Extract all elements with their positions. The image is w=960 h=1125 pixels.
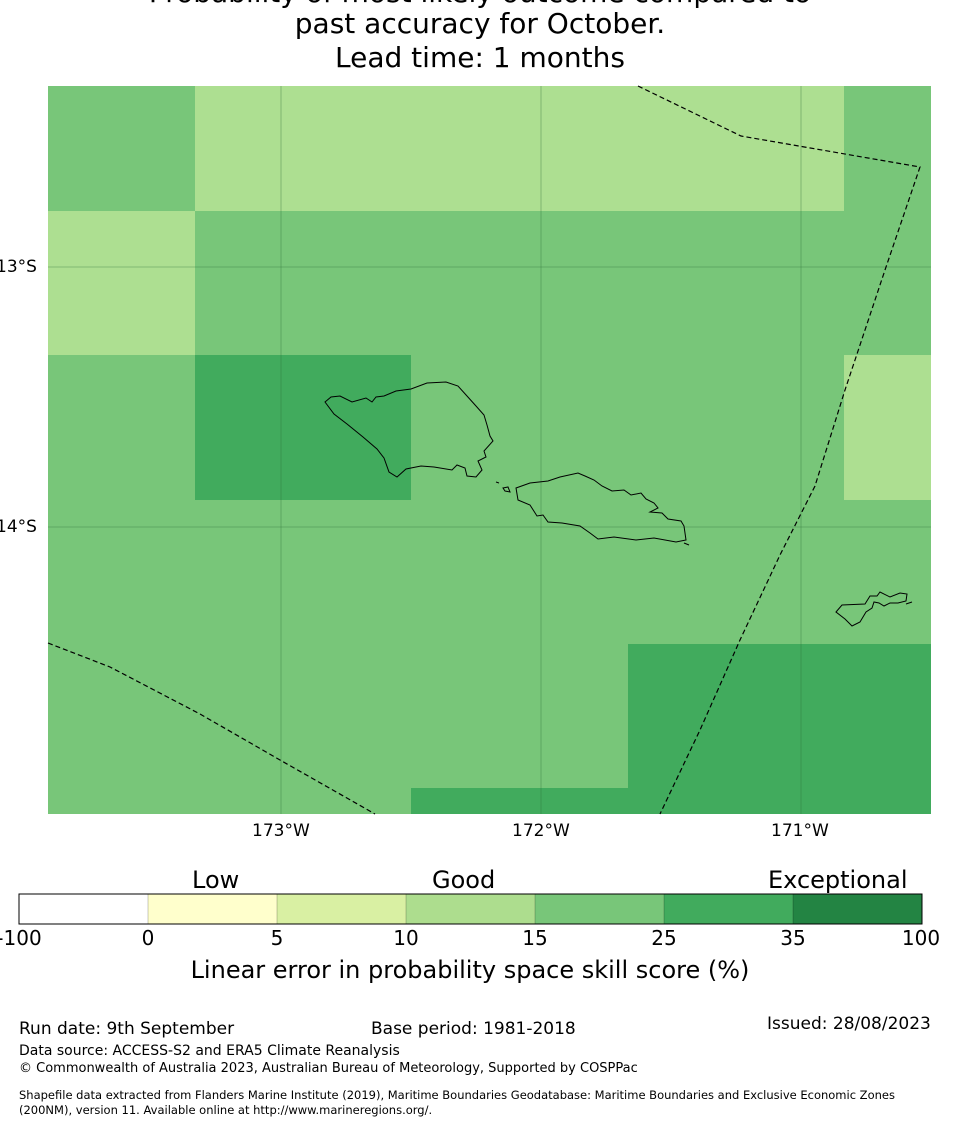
shapefile-credit-line-2: (200NM), version 11. Available online at… — [19, 1103, 433, 1117]
title-line-2: past accuracy for October. — [294, 7, 666, 40]
colorbar-tick: 10 — [393, 926, 419, 950]
grid-cell-light — [48, 211, 195, 355]
grid-cell-light — [195, 86, 844, 211]
upolu-island — [515, 472, 687, 543]
savaii-island — [324, 381, 494, 478]
base-period: Base period: 1981-2018 — [371, 1019, 576, 1039]
grid-cell-dark — [628, 644, 931, 814]
colorbar-bin — [277, 894, 406, 924]
colorbar-bin — [148, 894, 277, 924]
data-source: Data source: ACCESS-S2 and ERA5 Climate … — [19, 1043, 400, 1059]
graticule — [48, 86, 931, 814]
lat-label-14s: 14°S — [0, 517, 37, 537]
legend-heading-exceptional: Exceptional — [768, 866, 908, 894]
run-date: Run date: 9th September — [19, 1019, 235, 1039]
colorbar-tick: 100 — [901, 926, 941, 950]
lon-label-171w: 171°W — [771, 821, 829, 841]
eez-boundary-north — [637, 85, 921, 815]
title-line-1: Probability of most likely outcome compa… — [0, 0, 960, 10]
apolima-islet — [502, 486, 511, 493]
legend-heading-low: Low — [192, 866, 240, 894]
lon-label-172w: 172°W — [512, 821, 570, 841]
colorbar-bin — [535, 894, 664, 924]
colorbar-tick: 35 — [780, 926, 806, 950]
eez-boundary-southwest — [47, 642, 376, 815]
manono-islet — [495, 481, 500, 484]
tutuila-east-islet — [905, 601, 913, 605]
legend-heading-good: Good — [432, 866, 496, 894]
upolu-east-islet — [683, 542, 690, 546]
colorbar-tick: 25 — [651, 926, 677, 950]
copyright: © Commonwealth of Australia 2023, Austra… — [19, 1061, 638, 1076]
grid-cell-dark — [195, 355, 411, 500]
grid-cell-dark — [411, 788, 628, 814]
tutuila-island — [835, 591, 908, 627]
colorbar-tick: -100 — [0, 926, 42, 950]
colorbar-frame — [18, 893, 923, 925]
skill-grid — [48, 86, 931, 814]
colorbar-bin — [406, 894, 535, 924]
colorbar-tick: 15 — [522, 926, 548, 950]
colorbar-bin — [793, 894, 922, 924]
grid-cell-light — [844, 355, 931, 500]
colorbar-bin — [664, 894, 793, 924]
islands — [324, 381, 913, 627]
colorbar-bin — [19, 894, 148, 924]
lon-label-173w: 173°W — [252, 821, 310, 841]
colorbar-tick: 0 — [141, 926, 155, 950]
issued-date: Issued: 28/08/2023 — [767, 1014, 931, 1034]
maritime-boundaries — [47, 85, 921, 815]
colorbar-label: Linear error in probability space skill … — [190, 956, 750, 984]
title-line-3: Lead time: 1 months — [335, 41, 625, 74]
shapefile-credit-line-1: Shapefile data extracted from Flanders M… — [19, 1088, 895, 1102]
colorbar — [18, 893, 923, 925]
colorbar-tick: 5 — [270, 926, 284, 950]
lat-label-13s: 13°S — [0, 257, 37, 277]
